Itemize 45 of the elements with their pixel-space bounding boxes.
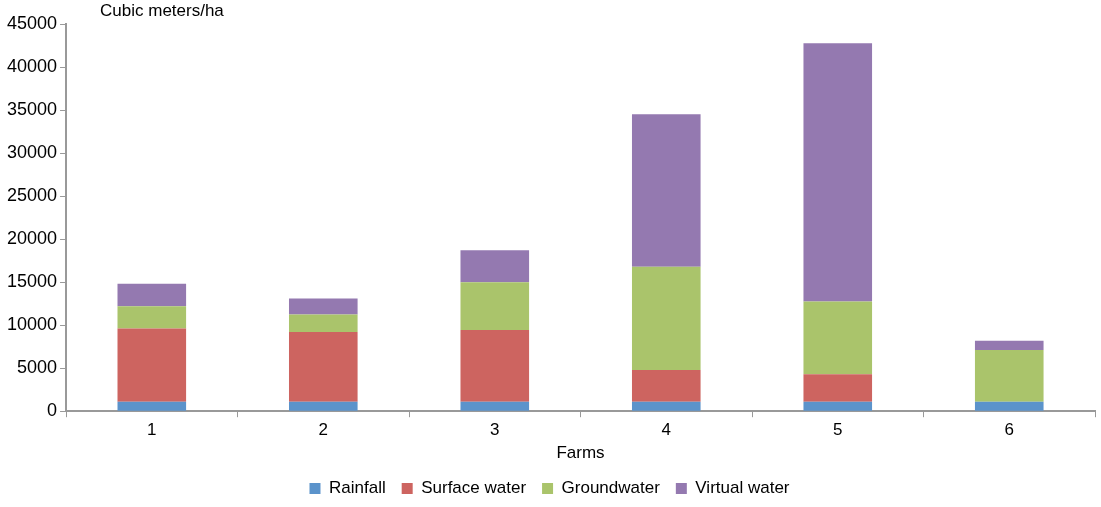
- bar: [460, 250, 530, 283]
- legend-label: Rainfall: [328, 478, 386, 498]
- y-tick-label: 15000: [6, 271, 58, 292]
- bar: [803, 401, 873, 411]
- legend-label: Groundwater: [561, 478, 661, 498]
- y-tick-label: 45000: [6, 12, 58, 33]
- bar: [288, 401, 358, 411]
- bar: [631, 401, 701, 411]
- bar: [803, 43, 873, 302]
- x-tick-label: 6: [1004, 420, 1014, 440]
- y-tick-label: 10000: [6, 314, 58, 335]
- bar: [803, 301, 873, 375]
- y-tick-label: 40000: [6, 55, 58, 76]
- x-tick-label: 4: [661, 420, 672, 440]
- bar: [288, 314, 358, 333]
- bar: [460, 329, 530, 402]
- x-tick-label: 2: [318, 420, 329, 440]
- bar: [117, 328, 187, 402]
- y-axis-title: Cubic meters/ha: [100, 1, 225, 21]
- bar: [460, 282, 530, 330]
- x-tick-label: 1: [147, 420, 157, 440]
- bar: [631, 266, 701, 370]
- y-tick-label: 30000: [6, 142, 58, 163]
- y-tick-label: 35000: [6, 99, 58, 120]
- bar: [117, 401, 187, 411]
- x-axis-title: Farms: [556, 443, 605, 463]
- x-tick-label: 3: [490, 420, 500, 440]
- legend-label: Surface water: [421, 478, 527, 498]
- y-tick-label: 20000: [6, 228, 58, 249]
- bar: [974, 340, 1044, 351]
- bar: [803, 374, 873, 402]
- bar: [460, 401, 530, 411]
- bar: [288, 332, 358, 402]
- x-tick-label: 5: [833, 420, 843, 440]
- y-tick-label: 25000: [6, 185, 58, 206]
- legend-label: Virtual water: [695, 478, 790, 498]
- bar: [974, 401, 1044, 411]
- bar: [631, 369, 701, 402]
- y-tick-label: 5000: [17, 357, 58, 378]
- bar: [974, 350, 1044, 402]
- y-tick-label: 0: [47, 400, 58, 421]
- bar: [117, 283, 187, 307]
- bar: [117, 306, 187, 329]
- bar: [288, 298, 358, 315]
- bar: [631, 114, 701, 267]
